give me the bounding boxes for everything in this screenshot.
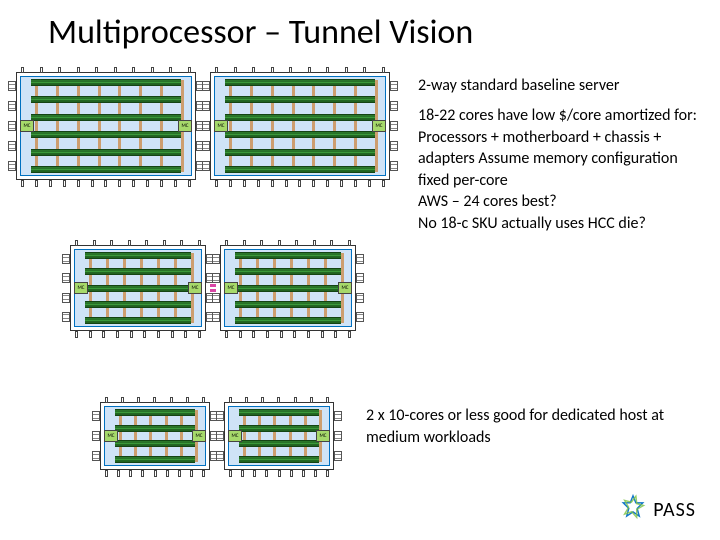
core-row <box>85 301 191 308</box>
memory-controller: MC <box>188 282 202 294</box>
core-row <box>31 96 181 103</box>
core-row <box>115 425 195 432</box>
memory-controller: MC <box>214 120 228 132</box>
core-row <box>235 317 341 324</box>
memory-controller: MC <box>316 430 330 442</box>
core-row <box>225 166 375 173</box>
core-row <box>115 409 195 416</box>
logo-text: PASS <box>653 498 696 522</box>
page-title: Multiprocessor – Tunnel Vision <box>48 12 473 53</box>
core-row <box>225 96 375 103</box>
core-row <box>225 114 375 121</box>
core-row <box>31 79 181 86</box>
memory-controller: MC <box>74 282 88 294</box>
memory-controller: MC <box>192 430 206 442</box>
core-row <box>115 440 195 447</box>
core-row <box>239 440 319 447</box>
brand-logo: PASS <box>619 493 696 526</box>
memory-controller: MC <box>372 120 386 132</box>
core-row <box>225 149 375 156</box>
core-row <box>239 456 319 463</box>
core-row <box>85 285 191 292</box>
memory-controller: MC <box>228 430 242 442</box>
processor-pair: MC MC MC MC <box>16 72 390 180</box>
diagram-description: 18-22 cores have low $/core amortized fo… <box>418 105 700 235</box>
core-row <box>85 252 191 259</box>
processor-die: MC MC <box>220 245 356 331</box>
core-row <box>85 268 191 275</box>
core-row <box>31 166 181 173</box>
core-row <box>235 252 341 259</box>
core-row <box>239 409 319 416</box>
core-row <box>235 285 341 292</box>
core-row <box>115 456 195 463</box>
memory-controller: MC <box>178 120 192 132</box>
core-row <box>225 79 375 86</box>
processor-pair: MC MC MC MC <box>100 402 334 470</box>
logo-icon <box>619 493 647 526</box>
processor-die: MC MC <box>100 402 210 470</box>
core-row <box>235 268 341 275</box>
processor-die: MC MC <box>16 72 196 180</box>
core-row <box>31 149 181 156</box>
memory-controller: MC <box>20 120 34 132</box>
core-row <box>239 425 319 432</box>
diagram-description: 2 x 10-cores or less good for dedicated … <box>366 405 700 448</box>
core-row <box>235 301 341 308</box>
core-row <box>225 131 375 138</box>
core-row <box>31 114 181 121</box>
core-row <box>85 317 191 324</box>
processor-pair: MC MC MC MC <box>70 245 356 331</box>
processor-die: MC MC <box>224 402 334 470</box>
processor-die: MC MC <box>210 72 390 180</box>
diagram-description: 2-way standard baseline server <box>418 75 700 97</box>
processor-die: MC MC <box>70 245 206 331</box>
memory-controller: MC <box>104 430 118 442</box>
memory-controller: MC <box>338 282 352 294</box>
core-row <box>31 131 181 138</box>
memory-controller: MC <box>224 282 238 294</box>
